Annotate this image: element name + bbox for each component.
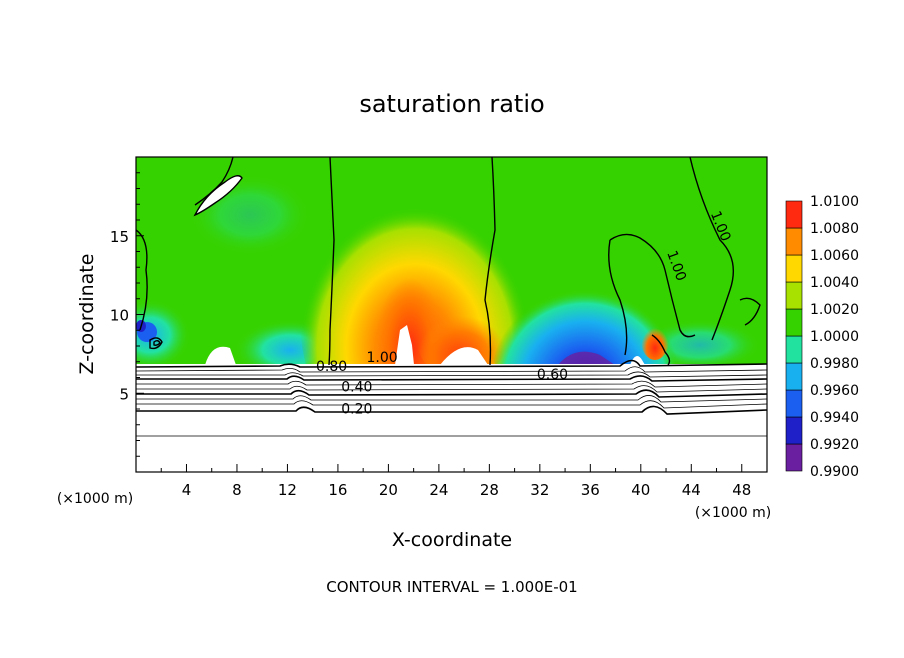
colorbar-label: 1.0040: [810, 275, 859, 291]
colorbar-swatch: [785, 227, 803, 256]
x-tick-label: 16: [328, 481, 347, 499]
colorbar-label: 0.9940: [810, 410, 859, 426]
x-tick-label: 44: [682, 481, 701, 499]
colorbar-label: 0.9980: [810, 356, 859, 372]
colorbar-label: 0.9960: [810, 383, 859, 399]
colorbar-swatch: [785, 416, 803, 445]
colorbar-label: 0.9900: [810, 464, 859, 480]
x-tick-label: 48: [732, 481, 751, 499]
contour-label: 1.00: [367, 350, 398, 366]
colorbar-swatch: [785, 443, 803, 472]
colorbar-swatch: [785, 200, 803, 229]
contour-lines: [135, 359, 768, 437]
colorbar-swatch: [785, 389, 803, 418]
contour-label: 0.20: [341, 402, 372, 418]
x-tick-label: 24: [429, 481, 448, 499]
chart-title: saturation ratio: [359, 90, 544, 118]
colorbar-label: 1.0000: [810, 329, 859, 345]
colorbar-swatch: [785, 254, 803, 283]
y-unit-label: (×1000 m): [57, 491, 133, 507]
y-tick-label: 15: [110, 228, 129, 246]
x-unit-label: (×1000 m): [695, 505, 771, 521]
colorbar-swatch: [785, 308, 803, 337]
x-tick-label: 32: [530, 481, 549, 499]
x-tick-label: 12: [278, 481, 297, 499]
colorbar-label: 1.0020: [810, 302, 859, 318]
upper-contours: [136, 157, 761, 366]
x-axis: 4 8 12 16 20 24 28 32 36 40 44 48: [160, 464, 751, 499]
colorbar: 0.9900 0.9920 0.9940 0.9960 0.9980 1.0000 1.00…: [785, 194, 859, 480]
y-axis: 5 10 15: [110, 172, 144, 457]
y-tick-label: 10: [110, 307, 129, 325]
colorbar-label: 1.0060: [810, 248, 859, 264]
colorbar-label: 1.0080: [810, 221, 859, 237]
contour-label: 0.80: [316, 359, 347, 375]
contour-interval-note: CONTOUR INTERVAL = 1.000E-01: [326, 578, 577, 596]
contour-label: 0.60: [537, 367, 568, 383]
lower-region: [136, 364, 767, 472]
y-axis-label: Z-coordinate: [76, 254, 98, 375]
colorbar-label: 1.0100: [810, 194, 859, 210]
colorbar-swatch: [785, 335, 803, 364]
colorbar-swatch: [785, 281, 803, 310]
contour-label: 0.40: [341, 380, 372, 396]
x-tick-label: 4: [182, 481, 192, 499]
x-axis-label: X-coordinate: [392, 529, 512, 551]
x-tick-label: 28: [480, 481, 499, 499]
x-tick-label: 8: [232, 481, 242, 499]
colorbar-swatch: [785, 362, 803, 391]
x-tick-label: 36: [581, 481, 600, 499]
x-tick-label: 40: [631, 481, 650, 499]
x-tick-label: 20: [379, 481, 398, 499]
colorbar-label: 0.9920: [810, 437, 859, 453]
y-tick-label: 5: [119, 385, 129, 403]
